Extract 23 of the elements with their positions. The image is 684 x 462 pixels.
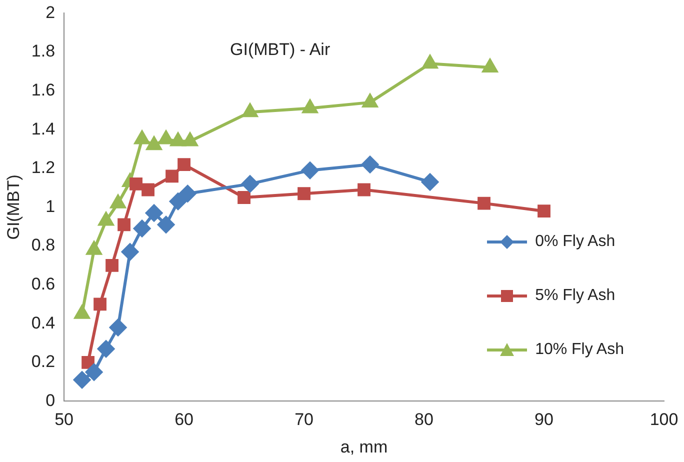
x-tick-label: 50 (54, 410, 74, 430)
legend-label: 5% Fly Ash (535, 287, 616, 305)
x-tick-label: 60 (174, 410, 194, 430)
y-tick-label: 0 (46, 390, 56, 410)
x-axis-title: a, mm (340, 437, 388, 456)
y-tick-label: 0.8 (31, 236, 56, 255)
y-tick-label: 0.4 (31, 313, 56, 332)
y-tick-label: 1.2 (31, 158, 56, 178)
text: GI(MBT) - Air (230, 40, 330, 60)
x-tick-label: 100 (650, 410, 678, 430)
y-tick-label: 0.6 (31, 274, 56, 294)
x-tick-label: 70 (294, 410, 314, 430)
y-tick-label: 0.2 (31, 352, 56, 372)
y-tick-label: 1.4 (31, 119, 56, 138)
legend-label: 0% Fly Ash (535, 233, 616, 251)
x-tick-label: 90 (534, 410, 554, 430)
y-tick-label: 1.8 (31, 42, 56, 61)
legend-label: 10% Fly Ash (535, 341, 624, 359)
y-tick-label: 1.6 (31, 80, 56, 100)
x-tick-label: 80 (414, 410, 434, 430)
y-tick-label: 1 (46, 196, 56, 216)
y-tick-label: 2 (46, 2, 56, 22)
y-axis-title: GI(MBT) (4, 174, 23, 240)
